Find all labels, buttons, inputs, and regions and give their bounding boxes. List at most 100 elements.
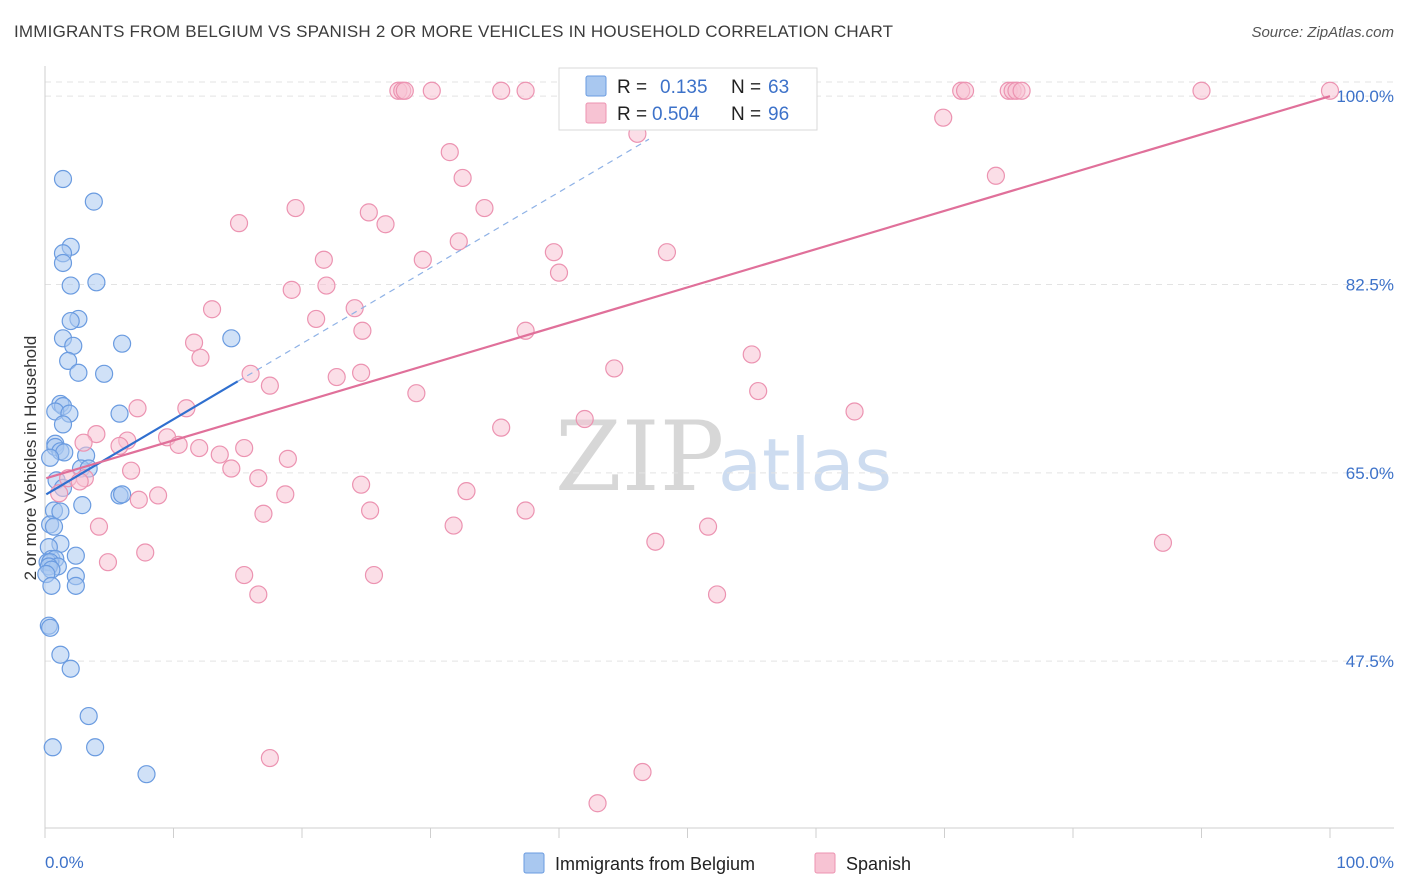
bottom-legend-label-belgium: Immigrants from Belgium	[555, 854, 755, 874]
belgium-point	[66, 576, 85, 595]
spanish-point	[364, 565, 384, 585]
belgium-point	[64, 336, 83, 355]
spanish-point	[260, 748, 279, 768]
spanish-point	[633, 762, 652, 782]
spanish-point	[202, 300, 222, 319]
legend-r-label-belgium: R =	[617, 77, 647, 98]
y-tick-label: 47.5%	[1346, 652, 1394, 671]
belgium-point	[53, 253, 73, 273]
spanish-point	[184, 333, 204, 352]
spanish-point	[260, 376, 279, 395]
belgium-point	[53, 169, 73, 189]
belgium-point	[222, 329, 241, 348]
spanish-point	[845, 402, 864, 421]
bottom-legend-label-spanish: Spanish	[846, 854, 911, 874]
spanish-point	[1012, 81, 1031, 100]
axes	[44, 66, 1394, 829]
spanish-point	[475, 198, 494, 218]
spanish-point	[749, 381, 768, 401]
y-tick-label: 100.0%	[1336, 87, 1394, 106]
belgium-point	[86, 738, 105, 757]
spanish-point	[191, 348, 210, 367]
y-axis-title: 2 or more Vehicles in Household	[21, 336, 40, 581]
trend-line-belgium-extrapolated	[237, 138, 650, 382]
spanish-point	[1153, 533, 1173, 552]
spanish-point	[657, 243, 677, 262]
legend-n-value-belgium: 63	[768, 77, 789, 98]
spanish-point	[440, 143, 459, 162]
belgium-point	[61, 659, 80, 678]
x-axis-ticks	[44, 828, 1331, 838]
belgium-point	[42, 576, 61, 595]
spanish-point	[89, 517, 109, 536]
spanish-point	[544, 243, 563, 262]
spanish-point	[129, 490, 148, 509]
source-label: Source: ZipAtlas.com	[1251, 24, 1394, 41]
spanish-point	[249, 585, 268, 604]
belgium-point	[87, 273, 106, 292]
spanish-point	[457, 482, 476, 501]
belgium-point	[61, 311, 80, 331]
spanish-point	[352, 475, 371, 494]
legend-r-value-spanish: 0.504	[652, 104, 700, 125]
x-tick-label-max: 100.0%	[1336, 853, 1394, 872]
legend-n-label-belgium: N =	[731, 77, 761, 98]
belgium-point	[41, 618, 60, 637]
spanish-point	[934, 108, 953, 127]
belgium-point	[112, 334, 132, 353]
spanish-point	[376, 215, 395, 234]
spanish-point	[449, 232, 468, 251]
spanish-point	[492, 81, 511, 100]
legend-swatch-belgium	[585, 75, 607, 97]
spanish-point	[588, 794, 607, 813]
y-axis-tick-labels: 100.0% 82.5% 65.0% 47.5%	[1336, 87, 1394, 671]
spanish-point	[407, 384, 426, 403]
spanish-point	[148, 486, 168, 505]
spanish-point	[128, 399, 147, 418]
belgium-point	[79, 706, 98, 726]
series-legend: Immigrants from Belgium Spanish	[523, 852, 911, 874]
legend-r-label-spanish: R =	[617, 104, 647, 125]
spanish-point	[516, 501, 535, 520]
spanish-point	[359, 203, 378, 222]
trend-lines	[45, 95, 1331, 496]
bottom-legend-swatch-spanish	[814, 852, 836, 874]
spanish-point	[177, 399, 196, 418]
spanish-point	[646, 532, 665, 551]
spanish-point	[87, 424, 106, 444]
belgium-point	[44, 517, 64, 536]
spanish-point	[516, 81, 535, 100]
spanish-point	[254, 504, 273, 523]
belgium-point	[51, 645, 70, 664]
spanish-point	[1192, 81, 1211, 100]
spanish-point	[327, 367, 346, 387]
legend-n-value-spanish: 96	[768, 104, 789, 125]
chart-title: IMMIGRANTS FROM BELGIUM VS SPANISH 2 OR …	[14, 22, 894, 41]
spanish-point	[235, 438, 254, 458]
spanish-point	[278, 449, 297, 468]
spanish-point	[413, 250, 432, 269]
spanish-point	[361, 501, 380, 520]
spanish-point	[955, 81, 975, 100]
watermark-atlas: atlas	[718, 423, 892, 507]
spanish-point	[353, 321, 372, 340]
spanish-point	[453, 168, 472, 188]
spanish-point	[707, 585, 727, 604]
trend-line-belgium	[45, 380, 239, 496]
series-spanish-points	[50, 81, 1340, 813]
spanish-point	[352, 363, 371, 382]
legend-swatch-spanish	[585, 102, 607, 124]
belgium-point	[110, 404, 129, 423]
belgium-point	[95, 364, 114, 383]
spanish-point	[549, 263, 569, 282]
belgium-point	[84, 192, 103, 211]
y-tick-label: 82.5%	[1346, 275, 1394, 294]
spanish-point	[74, 433, 93, 452]
spanish-point	[286, 198, 305, 218]
belgium-point	[43, 738, 62, 757]
spanish-point	[575, 409, 594, 429]
spanish-point	[1320, 81, 1340, 100]
spanish-point	[190, 438, 209, 458]
belgium-point	[53, 415, 73, 434]
spanish-point	[210, 445, 229, 464]
